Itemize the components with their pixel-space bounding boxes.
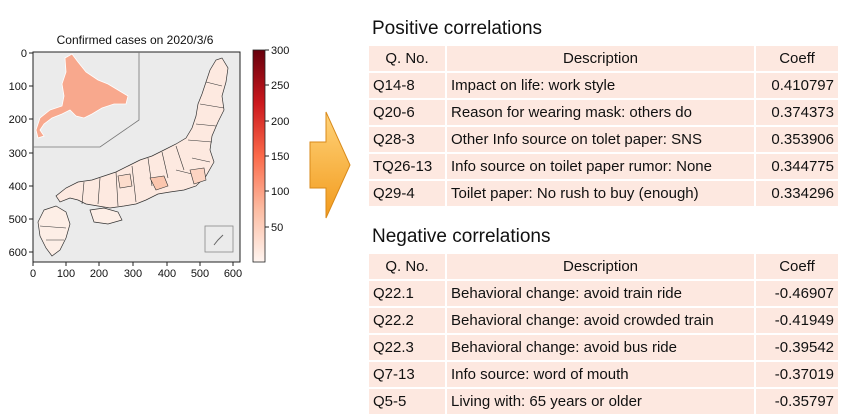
cell-coeff: 0.334296 [756,181,838,206]
colorbar [252,49,266,263]
positive-correlations-title: Positive correlations [372,18,543,39]
x-tick-label: 400 [158,268,176,280]
map-title: Confirmed cases on 2020/3/6 [57,33,214,47]
table-row: Q7-13 Info source: word of mouth -0.3701… [369,362,838,387]
x-tick-label: 200 [90,268,108,280]
positive-correlations-table: Q. No. Description Coeff Q14-8 Impact on… [367,44,840,208]
map-panel: Confirmed cases on 2020/3/6 0 100 200 30… [0,0,300,290]
cell-coeff: 0.410797 [756,73,838,98]
cell-coeff: -0.35797 [756,389,838,414]
cell-description: Reason for wearing mask: others do [447,100,754,125]
cell-qno: Q29-4 [369,181,445,206]
header-coeff: Coeff [756,46,838,71]
colorbar-tick-label: 50 [271,222,283,234]
colorbar-tick-label: 250 [271,80,289,92]
x-tick-label: 100 [57,268,75,280]
cell-description: Living with: 65 years or older [447,389,754,414]
aichi-region [149,175,169,191]
table-row: Q20-6 Reason for wearing mask: others do… [369,100,838,125]
table-row: Q29-4 Toilet paper: No rush to buy (enou… [369,181,838,206]
okinawa-shape [213,234,224,246]
prefecture-boundaries [81,81,225,207]
header-description: Description [447,254,754,279]
cell-qno: Q22.1 [369,281,445,306]
cell-qno: TQ26-13 [369,154,445,179]
colorbar-tick-label: 300 [271,45,289,57]
x-axis: 0 100 200 300 400 500 600 [30,262,242,280]
table-row: Q22.1 Behavioral change: avoid train rid… [369,281,838,306]
y-tick-label: 100 [9,81,27,93]
cell-coeff: -0.46907 [756,281,838,306]
y-axis: 0 100 200 300 400 500 600 [9,48,33,259]
cell-description: Behavioral change: avoid crowded train [447,308,754,333]
y-tick-label: 0 [21,48,27,60]
cell-qno: Q7-13 [369,362,445,387]
cell-coeff: -0.41949 [756,308,838,333]
cell-description: Info source on toilet paper rumor: None [447,154,754,179]
osaka-region [117,173,133,189]
table-row: Q14-8 Impact on life: work style 0.41079… [369,73,838,98]
y-tick-label: 200 [9,114,27,126]
table-header-row: Q. No. Description Coeff [369,254,838,279]
colorbar-tick-label: 150 [271,151,289,163]
cell-coeff: -0.37019 [756,362,838,387]
hokkaido-region [35,53,129,139]
kyushu-boundaries [39,225,67,241]
cell-qno: Q5-5 [369,389,445,414]
cell-coeff: 0.353906 [756,127,838,152]
cell-qno: Q14-8 [369,73,445,98]
cell-description: Behavioral change: avoid train ride [447,281,754,306]
right-arrow-icon [308,110,352,220]
cell-description: Toilet paper: No rush to buy (enough) [447,181,754,206]
negative-correlations-table: Q. No. Description Coeff Q22.1 Behaviora… [367,252,840,416]
table-row: TQ26-13 Info source on toilet paper rumo… [369,154,838,179]
header-description: Description [447,46,754,71]
cell-description: Other Info source on tolet paper: SNS [447,127,754,152]
colorbar-tick-label: 200 [271,116,289,128]
negative-correlations-title: Negative correlations [372,226,551,247]
colorbar-tick-label: 100 [271,186,289,198]
y-tick-label: 300 [9,148,27,160]
header-coeff: Coeff [756,254,838,279]
y-tick-label: 600 [9,247,27,259]
x-tick-label: 600 [224,268,242,280]
cell-description: Impact on life: work style [447,73,754,98]
hokkaido-inset-frame [33,52,140,148]
y-tick-label: 400 [9,181,27,193]
cell-description: Info source: word of mouth [447,362,754,387]
japan-choropleth-map: Confirmed cases on 2020/3/6 0 100 200 30… [9,33,290,280]
table-header-row: Q. No. Description Coeff [369,46,838,71]
honshu-region [55,57,229,209]
cell-qno: Q22.2 [369,308,445,333]
x-tick-label: 0 [30,268,36,280]
header-qno: Q. No. [369,46,445,71]
cell-coeff: -0.39542 [756,335,838,360]
table-row: Q28-3 Other Info source on tolet paper: … [369,127,838,152]
cell-qno: Q20-6 [369,100,445,125]
tokyo-region [189,167,207,185]
shikoku-region [89,207,123,225]
x-tick-label: 300 [124,268,142,280]
cell-description: Behavioral change: avoid bus ride [447,335,754,360]
okinawa-inset-frame [204,225,234,253]
y-tick-label: 500 [9,214,27,226]
x-tick-label: 500 [191,268,209,280]
header-qno: Q. No. [369,254,445,279]
colorbar-ticks: 300 250 200 150 100 50 [265,45,289,234]
kyushu-region [37,205,71,257]
cell-coeff: 0.344775 [756,154,838,179]
cell-qno: Q28-3 [369,127,445,152]
cell-coeff: 0.374373 [756,100,838,125]
cell-qno: Q22.3 [369,335,445,360]
table-row: Q22.3 Behavioral change: avoid bus ride … [369,335,838,360]
table-row: Q22.2 Behavioral change: avoid crowded t… [369,308,838,333]
table-row: Q5-5 Living with: 65 years or older -0.3… [369,389,838,414]
